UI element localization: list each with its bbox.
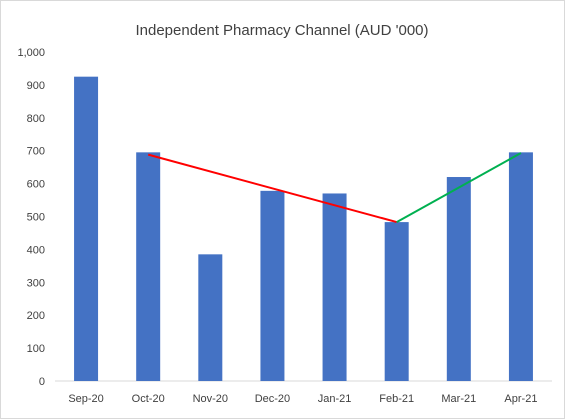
x-tick-label: Dec-20	[255, 393, 290, 405]
bar	[322, 193, 347, 381]
y-tick-label: 300	[27, 277, 45, 289]
x-tick-label: Mar-21	[441, 393, 476, 405]
y-tick-label: 700	[27, 146, 45, 158]
bar	[198, 254, 223, 381]
bar	[384, 222, 409, 381]
y-tick-label: 900	[27, 80, 45, 92]
bars	[74, 76, 533, 382]
y-tick-label: 600	[27, 179, 45, 191]
x-tick-label: Sep-20	[68, 393, 103, 405]
x-tick-label: Jan-21	[318, 393, 352, 405]
bar	[136, 152, 161, 381]
x-axis-ticks: Sep-20 Oct-20 Nov-20 Dec-20 Jan-21 Feb-21 Mar-…	[68, 393, 537, 405]
x-tick-label: Feb-21	[379, 393, 414, 405]
y-tick-label: 400	[27, 244, 45, 256]
bar	[508, 152, 533, 381]
x-tick-label: Apr-21	[504, 393, 537, 405]
trend-line	[147, 153, 397, 224]
y-tick-label: 0	[39, 376, 45, 388]
x-tick-label: Oct-20	[132, 393, 165, 405]
trend-line	[396, 152, 522, 223]
y-axis-ticks: 0 100 200 300 400 500 600 700 800 900 1,000	[17, 47, 45, 388]
y-tick-label: 1,000	[17, 47, 45, 59]
y-tick-label: 500	[27, 212, 45, 224]
x-tick-label: Nov-20	[193, 393, 228, 405]
bar	[446, 177, 471, 381]
trend-lines	[147, 152, 522, 224]
chart-title: Independent Pharmacy Channel (AUD '000)	[135, 22, 428, 39]
y-tick-label: 200	[27, 310, 45, 322]
bar	[74, 76, 99, 382]
y-tick-label: 800	[27, 113, 45, 125]
y-tick-label: 100	[27, 343, 45, 355]
bar	[260, 190, 285, 381]
